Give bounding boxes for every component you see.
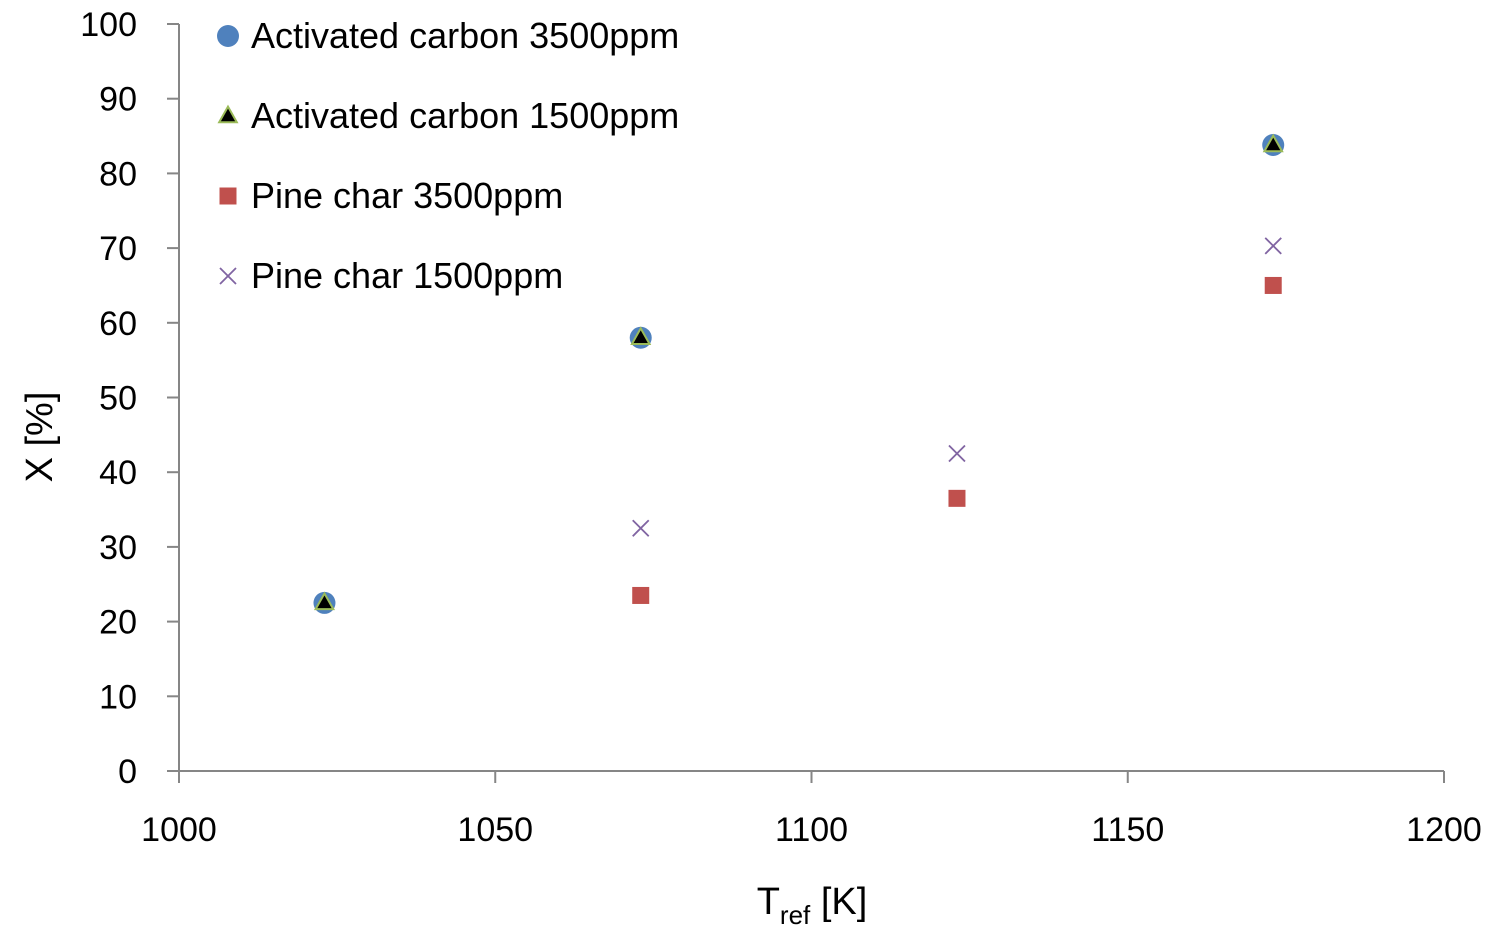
y-tick-label: 80 (99, 155, 137, 193)
y-tick-label: 10 (99, 678, 137, 716)
data-point (313, 591, 336, 611)
legend-marker (217, 104, 239, 124)
legend-marker-stroke (219, 267, 237, 285)
legend: Activated carbon 3500ppm Activated carbon… (217, 15, 679, 296)
legend-marker (219, 187, 237, 205)
x-tick-label: 1100 (775, 811, 848, 849)
series-3 (632, 276, 1282, 604)
y-axis-title: X [%] (19, 392, 61, 483)
data-point (948, 444, 966, 463)
x-axis-title-main: T (757, 881, 780, 923)
y-tick-label: 90 (99, 81, 137, 119)
x-axis-title: Tref [K] (757, 881, 868, 930)
x-axis-title-unit: [K] (810, 881, 867, 923)
y-tick-label: 60 (99, 305, 137, 343)
y-tick-label: 100 (80, 6, 137, 44)
x-axis-title-subscript: ref (780, 900, 811, 930)
series-2 (313, 133, 1284, 611)
data-point (948, 489, 966, 507)
legend-label: Activated carbon 1500ppm (251, 95, 679, 136)
legend-label: Pine char 3500ppm (251, 175, 563, 216)
x-tick-label: 1050 (457, 811, 533, 849)
axes: 0 10 20 30 40 50 60 70 80 90 100 1000 1050 1100 1150 12… (80, 6, 1482, 849)
data-marks (313, 133, 1285, 614)
data-point (1264, 237, 1282, 255)
x-tick-label: 1000 (141, 811, 217, 849)
data-point (630, 326, 652, 345)
data-point (1262, 133, 1284, 153)
data-point-stroke (948, 444, 966, 463)
legend-item: Pine char 1500ppm (219, 255, 563, 296)
legend-item: Activated carbon 3500ppm (217, 15, 679, 56)
data-point-stroke (1264, 237, 1282, 255)
data-point (1264, 276, 1282, 294)
y-tick-label: 30 (99, 529, 137, 567)
legend-item: Pine char 3500ppm (219, 175, 563, 216)
legend-marker (219, 267, 237, 285)
legend-item: Activated carbon 1500ppm (217, 95, 679, 136)
y-tick-label: 0 (118, 753, 137, 791)
y-tick-label: 50 (99, 380, 137, 418)
legend-label: Activated carbon 3500ppm (251, 15, 679, 56)
data-point-stroke (632, 519, 650, 537)
series-4 (632, 237, 1282, 537)
legend-label: Pine char 1500ppm (251, 255, 563, 296)
y-tick-label: 40 (99, 454, 137, 492)
legend-marker (217, 25, 239, 47)
data-point (632, 519, 650, 537)
y-tick-label: 20 (99, 604, 137, 642)
data-point (632, 586, 650, 604)
x-tick-label: 1150 (1091, 811, 1164, 849)
x-tick-label: 1200 (1406, 811, 1482, 849)
y-tick-label: 70 (99, 230, 137, 268)
